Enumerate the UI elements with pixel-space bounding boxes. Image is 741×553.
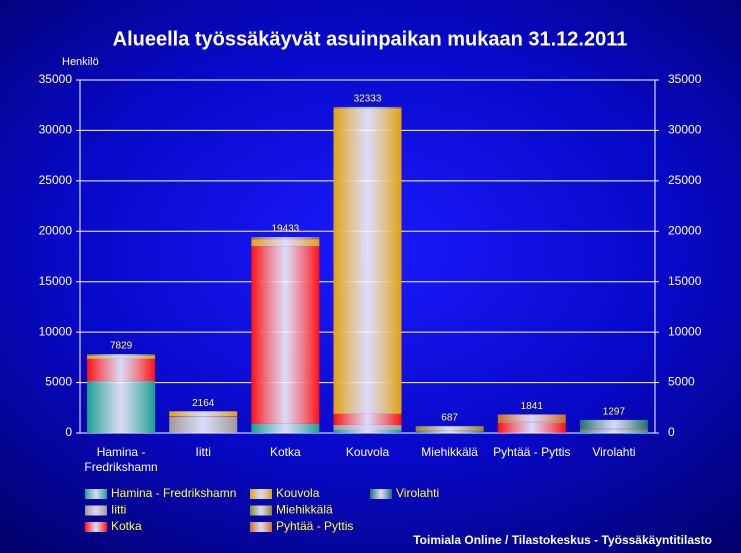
legend-label: Pyhtää - Pyttis (276, 519, 353, 533)
legend-label: Hamina - Fredrikshamn (111, 486, 236, 500)
bar-segment (251, 239, 320, 247)
legend-swatch (250, 489, 272, 499)
y2-tick-label: 15000 (668, 274, 702, 288)
bar-segment (333, 429, 402, 433)
total-label: 32333 (354, 94, 382, 105)
y2-tick-label: 25000 (668, 173, 702, 187)
y-tick-label: 25000 (39, 173, 73, 187)
bar-segment (333, 108, 402, 414)
bar-segment (251, 246, 320, 424)
x-tick-label: Hamina - Fredrikshamn (84, 445, 158, 474)
total-label: 19433 (271, 224, 299, 235)
bar-segment (333, 413, 402, 425)
y-tick-label: 15000 (39, 274, 73, 288)
total-label: 1841 (521, 401, 544, 412)
legend-swatch (85, 505, 107, 516)
x-tick-label: Kouvola (345, 445, 390, 459)
x-tick-label: Iitti (195, 445, 211, 459)
x-tick-label: Miehikkälä (421, 445, 478, 459)
y-tick-label: 5000 (45, 375, 72, 389)
bar-segment (251, 237, 320, 239)
y-axis-label: Henkilö (62, 56, 99, 68)
y2-tick-label: 10000 (668, 324, 702, 338)
total-label: 7829 (110, 341, 133, 352)
legend-label: Kouvola (276, 486, 320, 500)
y-tick-label: 35000 (39, 72, 73, 86)
x-tick-label: Virolahti (592, 445, 636, 459)
total-label: 1297 (603, 407, 626, 418)
bar-segment (415, 430, 484, 432)
legend-swatch (370, 489, 392, 499)
total-label: 687 (441, 413, 458, 424)
bar-segment (333, 107, 402, 109)
legend-label: Kotka (111, 519, 142, 533)
bar-segment (497, 421, 566, 423)
legend-label: Miehikkälä (276, 503, 333, 517)
bar-segment (415, 431, 484, 433)
y2-tick-label: 5000 (668, 375, 695, 389)
bar-segment (87, 381, 156, 382)
legend-swatch (85, 489, 107, 499)
y2-tick-label: 20000 (668, 223, 702, 237)
y2-tick-label: 30000 (668, 123, 702, 137)
legend-label: Virolahti (396, 486, 439, 500)
bar-segment (87, 358, 156, 382)
y-tick-label: 20000 (39, 223, 73, 237)
x-tick-label: Kotka (270, 445, 301, 459)
total-label: 2164 (192, 398, 215, 409)
bar-segment (497, 414, 566, 422)
bar-segment (169, 416, 238, 417)
x-tick-label: Pyhtää - Pyttis (493, 445, 571, 459)
y2-tick-label: 0 (668, 425, 675, 439)
source: Toimiala Online / Tilastokeskus - Työssä… (413, 533, 712, 547)
y-tick-label: 10000 (39, 324, 73, 338)
legend-label: Iitti (111, 503, 126, 517)
y2-tick-label: 35000 (668, 72, 702, 86)
legend-swatch (250, 522, 272, 532)
bar-segment (579, 429, 648, 430)
y-tick-label: 0 (65, 425, 72, 439)
bar-segment (497, 422, 566, 433)
bar-segment (415, 426, 484, 431)
bar-segment (579, 419, 648, 429)
bar-segment (169, 416, 238, 433)
legend-swatch (85, 522, 107, 532)
bar-segment (87, 354, 156, 356)
y-tick-label: 30000 (39, 123, 73, 137)
bar-segment (251, 423, 320, 433)
bar-segment (579, 429, 648, 433)
bar-segment (333, 424, 402, 430)
legend-swatch (250, 505, 272, 516)
bar-segment (87, 355, 156, 359)
bar-segment (169, 411, 238, 417)
bar-segment (87, 381, 156, 433)
chart-title: Alueella työssäkäyvät asuinpaikan mukaan… (113, 28, 628, 50)
